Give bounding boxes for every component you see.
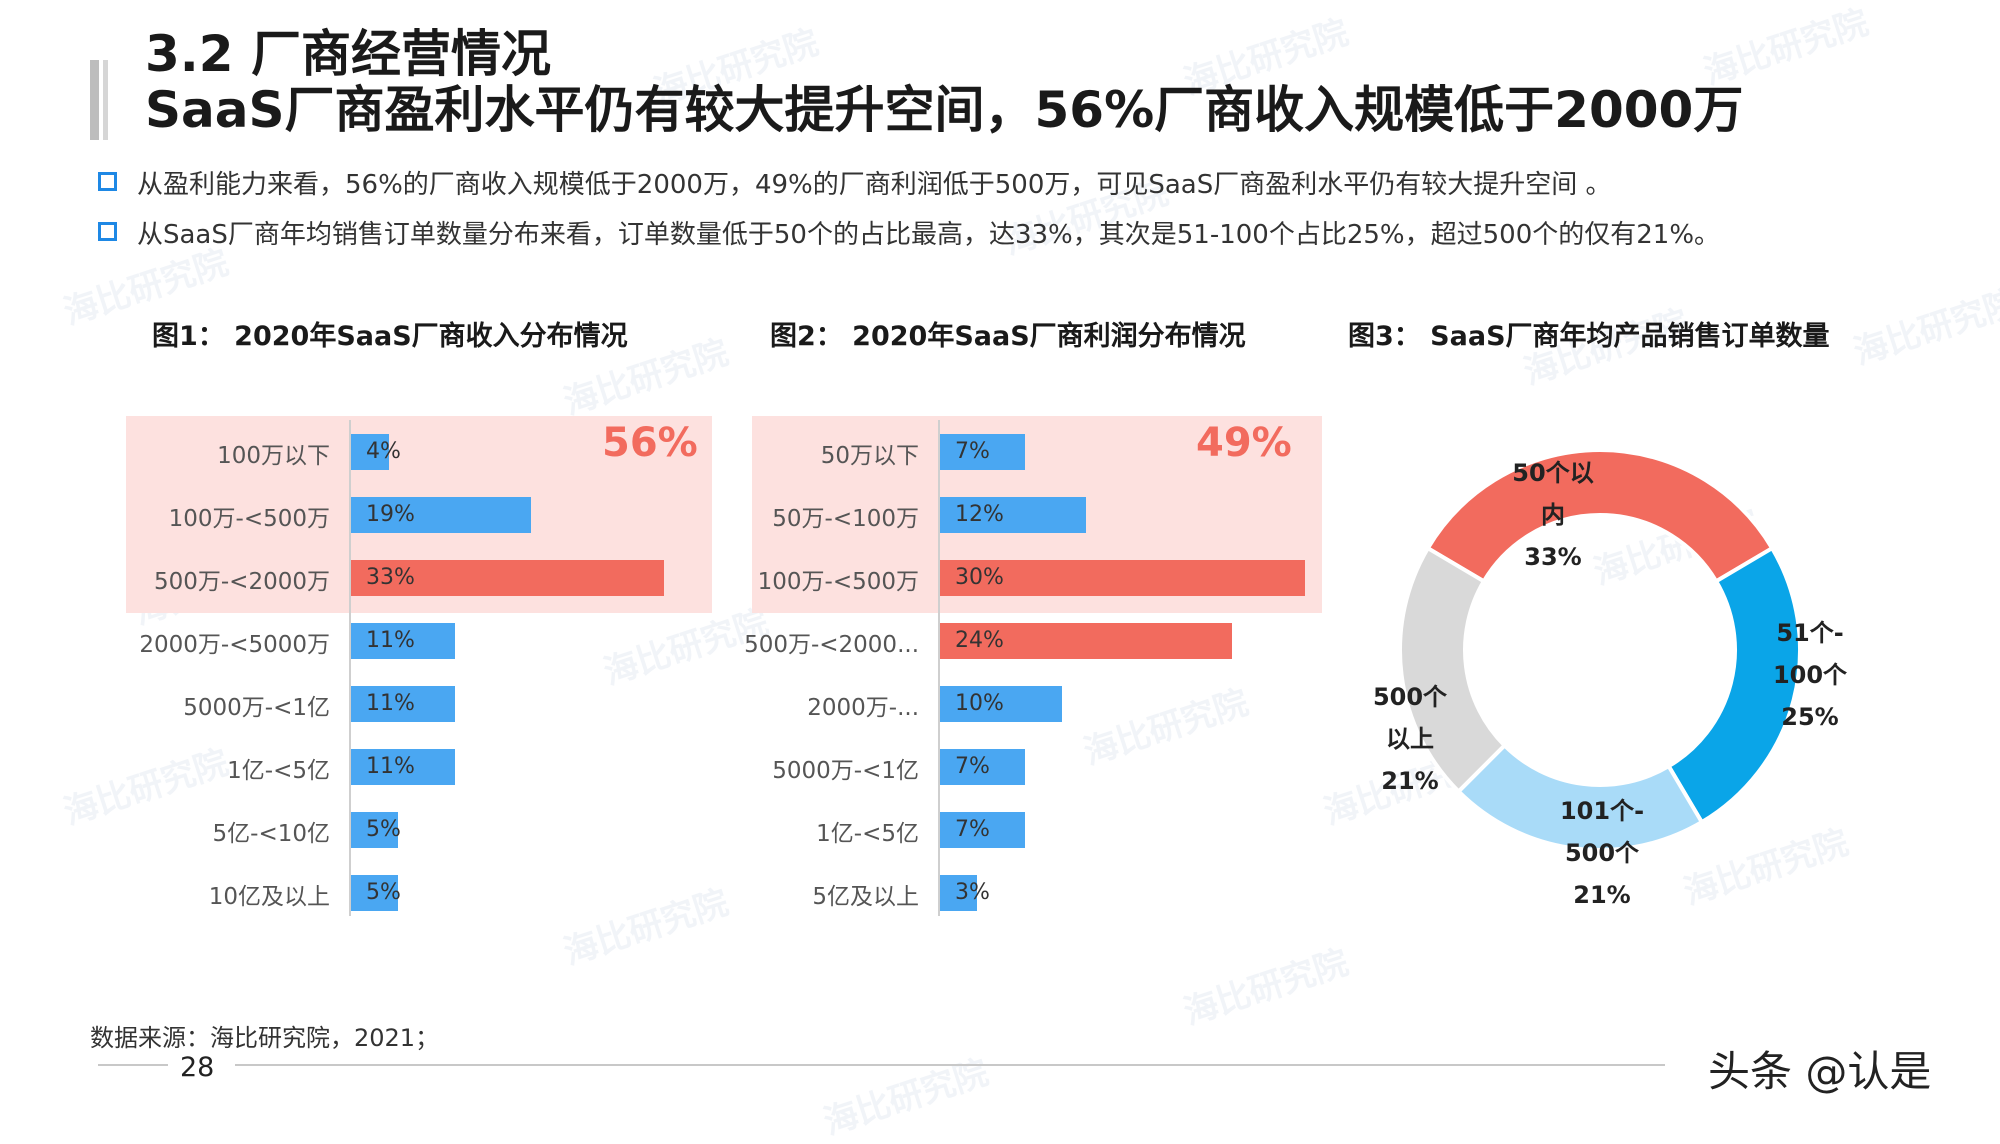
donut-slice bbox=[1398, 545, 1508, 795]
category-label: 2000万-... bbox=[807, 695, 919, 721]
axis-line bbox=[938, 420, 940, 916]
donut-slice bbox=[1425, 448, 1775, 585]
bar-value-label: 30% bbox=[955, 565, 1004, 590]
chart2-title: 图2： 2020年SaaS厂商利润分布情况 bbox=[770, 321, 1246, 352]
page-headline: SaaS厂商盈利水平仍有较大提升空间，56%厂商收入规模低于2000万 bbox=[145, 81, 1744, 139]
category-label: 50万以下 bbox=[820, 443, 919, 469]
bullet-square-icon bbox=[98, 172, 117, 191]
donut-slice-label: 101个- 500个 21% bbox=[1532, 790, 1672, 916]
bar bbox=[351, 560, 664, 596]
bullet-text: 从盈利能力来看，56%的厂商收入规模低于2000万，49%的厂商利润低于500万… bbox=[137, 170, 1612, 200]
credit-text: 头条 @认是 bbox=[1708, 1047, 1932, 1096]
donut-label-line: 100个 bbox=[1772, 661, 1848, 689]
bar bbox=[351, 497, 532, 533]
bar bbox=[940, 497, 1086, 533]
category-label: 5亿-<10亿 bbox=[212, 821, 330, 847]
donut-slice-label: 50个以内 33% bbox=[1483, 452, 1623, 578]
bar-value-label: 33% bbox=[366, 565, 415, 590]
bar bbox=[351, 812, 399, 848]
category-label: 1亿-<5亿 bbox=[227, 758, 330, 784]
footer-divider-left bbox=[98, 1064, 168, 1066]
donut-label-line: 500个 bbox=[1372, 683, 1448, 711]
bar-value-label: 5% bbox=[366, 880, 401, 905]
section-title: 3.2 厂商经营情况 bbox=[145, 25, 551, 83]
donut-slice bbox=[1665, 545, 1802, 825]
donut-label-line: 以上 bbox=[1386, 725, 1434, 753]
donut-label-line: 51个- bbox=[1776, 619, 1844, 647]
highlight-percentage: 56% bbox=[602, 420, 698, 466]
category-label: 500万-<2000万 bbox=[153, 569, 330, 595]
bar-value-label: 5% bbox=[366, 817, 401, 842]
page-number: 28 bbox=[180, 1052, 215, 1083]
category-label: 5亿及以上 bbox=[812, 884, 919, 910]
bar bbox=[351, 749, 456, 785]
donut-label-line: 25% bbox=[1781, 703, 1839, 731]
donut-label-line: 500个 bbox=[1564, 839, 1640, 867]
chart3-order-count-donut bbox=[1398, 448, 1802, 852]
category-label: 50万-<100万 bbox=[772, 506, 919, 532]
watermark-text: 海比研究院 bbox=[1849, 282, 2000, 374]
donut-label-line: 101个- bbox=[1559, 797, 1645, 825]
bullet-2: 从SaaS厂商年均销售订单数量分布来看，订单数量低于50个的占比最高，达33%，… bbox=[98, 214, 1720, 251]
bar bbox=[940, 749, 1026, 785]
bullet-text: 从SaaS厂商年均销售订单数量分布来看，订单数量低于50个的占比最高，达33%，… bbox=[137, 220, 1721, 250]
bullet-1: 从盈利能力来看，56%的厂商收入规模低于2000万，49%的厂商利润低于500万… bbox=[98, 164, 1612, 201]
bar-value-label: 12% bbox=[955, 502, 1004, 527]
category-label: 100万-<500万 bbox=[168, 506, 330, 532]
bar bbox=[940, 560, 1305, 596]
category-label: 2000万-<5000万 bbox=[139, 632, 330, 658]
bar-value-label: 7% bbox=[955, 754, 990, 779]
category-label: 5000万-<1亿 bbox=[772, 758, 919, 784]
title-accent-bar bbox=[90, 60, 99, 140]
data-source: 数据来源：海比研究院，2021； bbox=[90, 1024, 440, 1052]
highlight-percentage: 49% bbox=[1196, 420, 1292, 466]
category-label: 1亿-<5亿 bbox=[816, 821, 919, 847]
donut-label-line: 50个以 bbox=[1512, 459, 1594, 487]
category-label: 5000万-<1亿 bbox=[183, 695, 330, 721]
chart3-title: 图3： SaaS厂商年均产品销售订单数量 bbox=[1348, 321, 1830, 352]
bar bbox=[940, 623, 1232, 659]
bar-value-label: 24% bbox=[955, 628, 1004, 653]
bar-value-label: 10% bbox=[955, 691, 1004, 716]
donut-label-line: 内 bbox=[1541, 501, 1565, 529]
bar bbox=[940, 875, 977, 911]
bar bbox=[940, 812, 1026, 848]
bar-value-label: 11% bbox=[366, 628, 415, 653]
donut-label-line: 33% bbox=[1524, 543, 1582, 571]
donut-label-line: 21% bbox=[1573, 881, 1631, 909]
bar-value-label: 4% bbox=[366, 439, 401, 464]
bar-value-label: 19% bbox=[366, 502, 415, 527]
bar bbox=[940, 686, 1062, 722]
axis-line bbox=[349, 420, 351, 916]
bar-value-label: 7% bbox=[955, 439, 990, 464]
bar bbox=[351, 623, 456, 659]
bar-value-label: 7% bbox=[955, 817, 990, 842]
bar-value-label: 11% bbox=[366, 754, 415, 779]
watermark-text: 海比研究院 bbox=[1179, 942, 1354, 1034]
donut-slice-label: 500个以上 21% bbox=[1340, 676, 1480, 802]
bar bbox=[940, 434, 1026, 470]
bar-value-label: 11% bbox=[366, 691, 415, 716]
watermark-text: 海比研究院 bbox=[1079, 682, 1254, 774]
title-accent-bar-2 bbox=[103, 60, 108, 140]
category-label: 10亿及以上 bbox=[208, 884, 330, 910]
category-label: 500万-<2000... bbox=[744, 632, 919, 658]
bar bbox=[351, 686, 456, 722]
donut-slice-label: 51个- 100个 25% bbox=[1740, 612, 1880, 738]
bar-value-label: 3% bbox=[955, 880, 990, 905]
category-label: 100万以下 bbox=[217, 443, 330, 469]
category-label: 100万-<500万 bbox=[757, 569, 919, 595]
bar bbox=[351, 434, 389, 470]
bar bbox=[351, 875, 399, 911]
donut-label-line: 21% bbox=[1381, 767, 1439, 795]
watermark-text: 海比研究院 bbox=[819, 1052, 994, 1144]
footer-divider-right bbox=[235, 1064, 1665, 1066]
bullet-square-icon bbox=[98, 222, 117, 241]
chart1-title: 图1： 2020年SaaS厂商收入分布情况 bbox=[152, 321, 628, 352]
